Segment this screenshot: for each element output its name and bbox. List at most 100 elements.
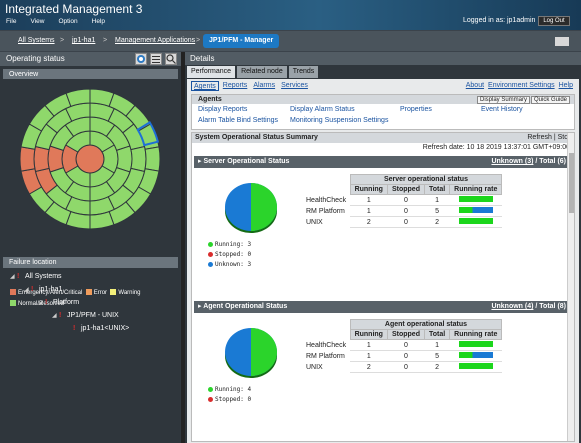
sunburst-segment[interactable] xyxy=(65,88,91,108)
collapse-icon[interactable]: ▸ xyxy=(198,158,204,165)
agents-title: Agents xyxy=(192,95,574,104)
table-row: HealthCheck 1 0 1 xyxy=(302,339,502,351)
link-properties[interactable]: Properties xyxy=(400,106,432,113)
subtab-services[interactable]: Services xyxy=(281,82,308,89)
link-display-alarm-status[interactable]: Display Alarm Status xyxy=(290,106,355,113)
col-running: Running xyxy=(349,184,388,195)
dot-icon xyxy=(208,252,213,257)
server-section: ▸ Server Operational Status Unknown (3) … xyxy=(194,156,570,296)
display-summary-button[interactable]: Display Summary xyxy=(476,96,530,104)
subtab-agents[interactable]: Agents xyxy=(191,81,219,91)
operating-status-panel: Operating status Overview Emergency/Aler… xyxy=(0,52,181,443)
details-title: Details xyxy=(185,52,581,65)
rate-bar xyxy=(458,218,493,224)
tree-node-all-systems[interactable]: ◢! All Systems xyxy=(10,273,62,280)
breadcrumb: All Systems > jp1-ha1 > Management Appli… xyxy=(0,31,581,51)
tree-node-platform[interactable]: ◢! Platform xyxy=(38,299,80,306)
tree-node-pfm-unix[interactable]: ◢! JP1/PFM - UNIX xyxy=(52,312,119,319)
tree-node-agent[interactable]: ! jp1-ha1<UNIX> xyxy=(73,325,130,332)
link-alarm-table-bind[interactable]: Alarm Table Bind Settings xyxy=(198,117,279,124)
col-stopped: Stopped xyxy=(386,184,425,195)
logout-button[interactable]: Log Out xyxy=(538,16,570,26)
server-pie-legend: Running: 3 Stopped: 0 Unknown: 3 xyxy=(208,240,251,270)
rate-cell xyxy=(449,205,502,217)
agent-section-header[interactable]: ▸ Agent Operational Status Unknown (4) /… xyxy=(194,301,570,313)
sunburst-selection[interactable] xyxy=(136,121,160,147)
alert-icon: ! xyxy=(17,273,20,280)
table-row: UNIX 2 0 2 xyxy=(302,361,502,373)
col-running: Running xyxy=(349,329,388,340)
breadcrumb-all-systems[interactable]: All Systems xyxy=(18,37,55,44)
expand-icon[interactable]: ◢ xyxy=(24,287,29,293)
link-monitoring-suspension[interactable]: Monitoring Suspension Settings xyxy=(290,117,389,124)
sunburst-segment[interactable] xyxy=(144,146,161,172)
link-help[interactable]: Help xyxy=(558,82,573,89)
details-tabs: Performance Related node Trends xyxy=(185,66,581,78)
sunburst-segment[interactable] xyxy=(33,145,50,173)
legend-unknown: Unknown: 3 xyxy=(208,260,251,270)
list-view-icon[interactable] xyxy=(150,53,162,65)
expand-icon[interactable]: ◢ xyxy=(38,300,43,306)
vertical-scrollbar[interactable] xyxy=(567,133,574,441)
server-status-table: Server operational status Running Stoppe… xyxy=(302,174,503,228)
expand-icon[interactable]: ◢ xyxy=(10,274,15,280)
table-row: RM Platform 1 0 5 xyxy=(302,350,502,362)
link-environment-settings[interactable]: Environment Settings xyxy=(488,82,555,89)
summary-header: System Operational Status Summary Refres… xyxy=(192,133,574,143)
breadcrumb-menu-icon[interactable] xyxy=(555,37,569,46)
app-title: Integrated Management 3 xyxy=(5,2,143,16)
sunburst-chart[interactable] xyxy=(3,79,178,279)
col-rate: Running rate xyxy=(449,184,503,195)
sunburst-segment[interactable] xyxy=(130,145,147,173)
breadcrumb-management-apps[interactable]: Management Applications xyxy=(115,37,196,44)
refresh-stop-links[interactable]: Refresh | Stop xyxy=(527,134,572,141)
legend-stopped: Stopped: 0 xyxy=(208,250,251,260)
dot-icon xyxy=(208,262,213,267)
rate-cell xyxy=(449,350,502,362)
sunburst-view-icon[interactable] xyxy=(135,53,147,65)
menu-view[interactable]: View xyxy=(30,18,45,25)
menu-option[interactable]: Option xyxy=(58,18,78,25)
link-event-history[interactable]: Event History xyxy=(481,106,523,113)
failure-location-header: Failure location xyxy=(3,257,178,268)
tree-node-host[interactable]: ◢! jp1-ha1 xyxy=(24,286,63,293)
subtab-reports[interactable]: Reports xyxy=(222,82,248,89)
refresh-date: Refresh date: 10 18 2019 13:37:01 GMT+09… xyxy=(422,144,570,151)
link-about[interactable]: About xyxy=(465,82,485,89)
breadcrumb-host[interactable]: jp1-ha1 xyxy=(72,37,96,44)
legend-normal: Normal/Resolved xyxy=(10,300,64,307)
link-display-reports[interactable]: Display Reports xyxy=(198,106,248,113)
server-section-header[interactable]: ▸ Server Operational Status Unknown (3) … xyxy=(194,156,570,168)
panel-splitter[interactable] xyxy=(181,52,185,443)
agent-status-table: Agent operational status Running Stopped… xyxy=(302,319,503,373)
alert-icon: ! xyxy=(73,325,76,332)
expand-icon[interactable]: ◢ xyxy=(52,313,57,319)
search-icon[interactable] xyxy=(165,53,177,65)
rate-cell xyxy=(449,194,502,206)
legend-swatch xyxy=(85,289,92,296)
pfm-subtabs: Agents Reports Alarms Services xyxy=(191,81,310,91)
rate-bar xyxy=(458,207,493,213)
table-row: RM Platform 1 0 5 xyxy=(302,205,502,217)
legend-swatch xyxy=(10,300,16,307)
breadcrumb-separator: > xyxy=(60,37,65,44)
col-stopped: Stopped xyxy=(386,329,425,340)
tab-performance[interactable]: Performance xyxy=(187,66,236,78)
breadcrumb-current: JP1/PFM - Manager xyxy=(203,34,280,48)
login-status: Logged in as: jp1admin xyxy=(463,17,536,24)
menu-help[interactable]: Help xyxy=(91,18,105,25)
tab-related-node[interactable]: Related node xyxy=(237,66,287,78)
menu-file[interactable]: File xyxy=(6,18,17,25)
tab-trends[interactable]: Trends xyxy=(288,66,319,78)
performance-content: Agents Reports Alarms Services About Env… xyxy=(187,79,579,443)
scroll-thumb[interactable] xyxy=(569,153,574,213)
quick-guide-button[interactable]: Quick Guide xyxy=(530,96,570,104)
details-panel: Details Performance Related node Trends … xyxy=(185,52,581,443)
col-total: Total xyxy=(423,184,451,195)
agent-pie-chart xyxy=(225,328,277,378)
collapse-icon[interactable]: ▸ xyxy=(198,303,204,310)
legend-running: Running: 3 xyxy=(208,240,251,250)
subtab-alarms[interactable]: Alarms xyxy=(253,82,276,89)
table-title: Server operational status xyxy=(349,174,503,185)
sunburst-segment[interactable] xyxy=(19,146,36,172)
